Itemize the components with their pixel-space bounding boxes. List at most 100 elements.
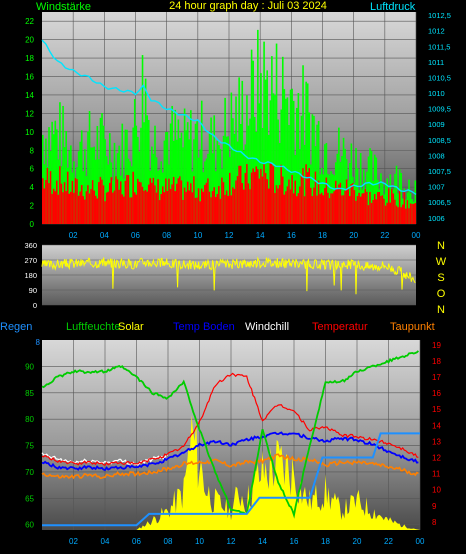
wind-avg-bar xyxy=(49,171,52,224)
wind-avg-bar xyxy=(66,171,69,224)
wind-avg-bar xyxy=(93,190,96,224)
pressure-tick-label: 1010,5 xyxy=(428,73,451,82)
wind-bar xyxy=(166,131,169,224)
wind-avg-bar xyxy=(166,190,169,224)
wind-avg-bar xyxy=(296,196,298,224)
wind-avg-bar xyxy=(313,187,315,224)
wind-avg-bar xyxy=(88,193,91,224)
wind-bar xyxy=(158,169,161,224)
wind-bar xyxy=(180,132,183,224)
wind-avg-bar xyxy=(286,186,289,224)
wind-avg-bar xyxy=(191,192,194,224)
wind-axis-label: Windstärke xyxy=(36,1,91,13)
wind-bar xyxy=(70,145,72,224)
wind-avg-bar xyxy=(194,197,197,224)
wind-bar xyxy=(57,159,60,224)
wind-bar xyxy=(300,115,303,224)
direction-tick-label: 90 xyxy=(29,286,37,295)
wind-bar xyxy=(94,159,97,224)
wind-avg-bar xyxy=(115,176,117,224)
wind-bar xyxy=(96,125,99,224)
wind-avg-bar xyxy=(267,188,270,224)
wind-bar xyxy=(277,119,279,224)
wind-avg-bar xyxy=(221,177,223,224)
wind-bar xyxy=(275,43,278,225)
x-tick-label: 12 xyxy=(225,231,234,240)
wind-avg-bar xyxy=(400,207,403,224)
wind-bar xyxy=(118,145,120,224)
wind-avg-bar xyxy=(60,183,63,224)
wind-avg-bar xyxy=(104,201,106,224)
humidity-tick-label: 90 xyxy=(25,362,34,371)
wind-bar xyxy=(216,140,219,224)
wind-tick-label: 18 xyxy=(25,54,34,63)
wind-avg-bar xyxy=(185,191,187,224)
wind-bar xyxy=(375,157,378,224)
wind-tick-label: 8 xyxy=(30,146,35,155)
wind-bar xyxy=(73,161,75,224)
wind-avg-bar xyxy=(219,198,222,224)
wind-avg-bar xyxy=(381,195,384,224)
wind-bar xyxy=(394,173,396,224)
wind-avg-bar xyxy=(289,189,292,224)
pressure-tick-label: 1012,5 xyxy=(428,11,451,20)
wind-avg-bar xyxy=(260,168,262,224)
wind-avg-bar xyxy=(112,192,114,224)
wind-avg-bar xyxy=(412,203,415,224)
wind-bar xyxy=(130,166,133,224)
wind-avg-bar xyxy=(138,181,141,224)
wind-avg-bar xyxy=(124,180,127,224)
wind-avg-bar xyxy=(406,200,409,224)
wind-avg-bar xyxy=(65,190,67,224)
wind-bar xyxy=(367,156,370,224)
wind-avg-bar xyxy=(361,193,364,224)
wind-bar xyxy=(246,95,248,224)
wind-avg-bar xyxy=(408,208,410,224)
wind-avg-bar xyxy=(216,193,219,224)
wind-avg-bar xyxy=(183,187,186,224)
wind-bar xyxy=(243,150,245,224)
x-tick-label: 04 xyxy=(101,537,110,546)
direction-tick-label: 360 xyxy=(24,241,37,250)
wind-bar xyxy=(370,151,373,224)
wind-avg-bar xyxy=(244,172,247,224)
wind-bar xyxy=(306,83,309,224)
wind-bar xyxy=(51,121,53,224)
wind-avg-bar xyxy=(324,188,326,224)
wind-bar xyxy=(271,56,273,224)
wind-avg-bar xyxy=(235,180,237,224)
wind-tick-label: 16 xyxy=(25,73,34,82)
wind-bar xyxy=(160,161,163,224)
wind-avg-bar xyxy=(229,172,231,224)
wind-avg-bar xyxy=(51,193,53,224)
wind-avg-bar xyxy=(239,165,242,224)
wind-avg-bar xyxy=(154,185,156,224)
wind-bar xyxy=(65,130,67,224)
wind-bar xyxy=(235,96,237,224)
wind-avg-bar xyxy=(395,205,398,224)
wind-avg-bar xyxy=(302,168,304,224)
wind-avg-bar xyxy=(63,182,66,224)
pressure-tick-label: 1006,5 xyxy=(428,198,451,207)
wind-bar xyxy=(84,149,86,224)
wind-avg-bar xyxy=(210,197,212,224)
wind-avg-bar xyxy=(214,197,217,224)
wind-avg-bar xyxy=(200,188,203,224)
wind-avg-bar xyxy=(238,165,240,224)
wind-avg-bar xyxy=(116,179,119,224)
wind-bar xyxy=(213,115,216,224)
x-tick-label: 00 xyxy=(416,537,425,546)
wind-bar xyxy=(359,153,362,224)
wind-bar xyxy=(102,125,105,224)
wind-bar xyxy=(281,56,284,224)
wind-avg-bar xyxy=(52,188,55,224)
wind-bar xyxy=(303,144,306,224)
wind-avg-bar xyxy=(70,191,72,224)
wind-bar xyxy=(341,156,343,224)
wind-bar xyxy=(338,127,340,224)
wind-avg-bar xyxy=(277,188,279,224)
wind-bar xyxy=(210,117,212,224)
direction-tick-label: 0 xyxy=(33,301,37,310)
wind-bar xyxy=(344,148,346,224)
